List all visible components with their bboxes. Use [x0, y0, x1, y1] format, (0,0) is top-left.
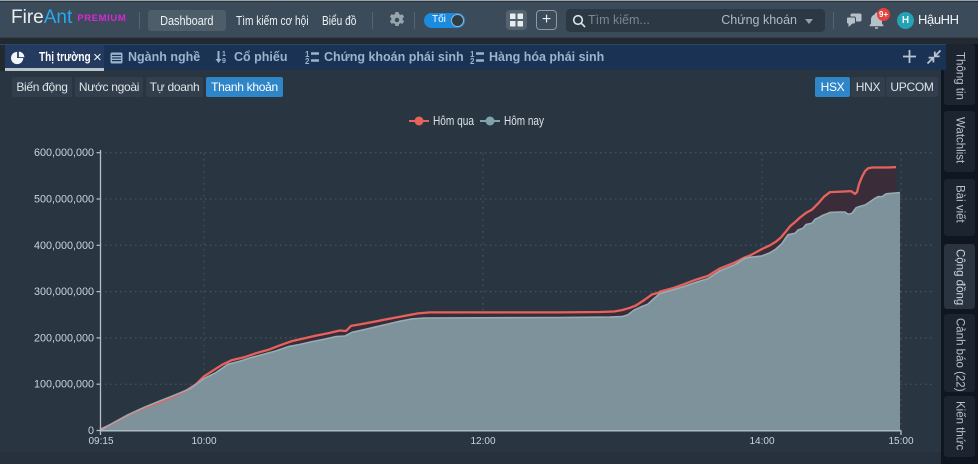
svg-text:2: 2: [305, 57, 310, 64]
svg-text:2: 2: [470, 57, 475, 64]
svg-text:1: 1: [305, 50, 310, 59]
svg-text:100,000,000: 100,000,000: [34, 379, 94, 391]
svg-text:Hôm qua: Hôm qua: [433, 114, 474, 128]
svg-text:300,000,000: 300,000,000: [34, 286, 94, 298]
svg-text:400,000,000: 400,000,000: [34, 240, 94, 252]
svg-text:10:00: 10:00: [191, 436, 216, 447]
svg-text:600,000,000: 600,000,000: [34, 147, 94, 159]
svg-text:12:00: 12:00: [470, 436, 495, 447]
svg-text:09:15: 09:15: [88, 436, 113, 447]
svg-text:Hôm nay: Hôm nay: [504, 114, 545, 128]
svg-text:14:00: 14:00: [749, 436, 774, 447]
svg-text:200,000,000: 200,000,000: [34, 332, 94, 344]
svg-text:1: 1: [222, 51, 226, 58]
svg-text:1: 1: [470, 50, 475, 59]
svg-text:500,000,000: 500,000,000: [34, 194, 94, 206]
svg-text:9: 9: [222, 58, 226, 64]
svg-text:0: 0: [88, 425, 94, 437]
svg-text:15:00: 15:00: [888, 436, 913, 447]
